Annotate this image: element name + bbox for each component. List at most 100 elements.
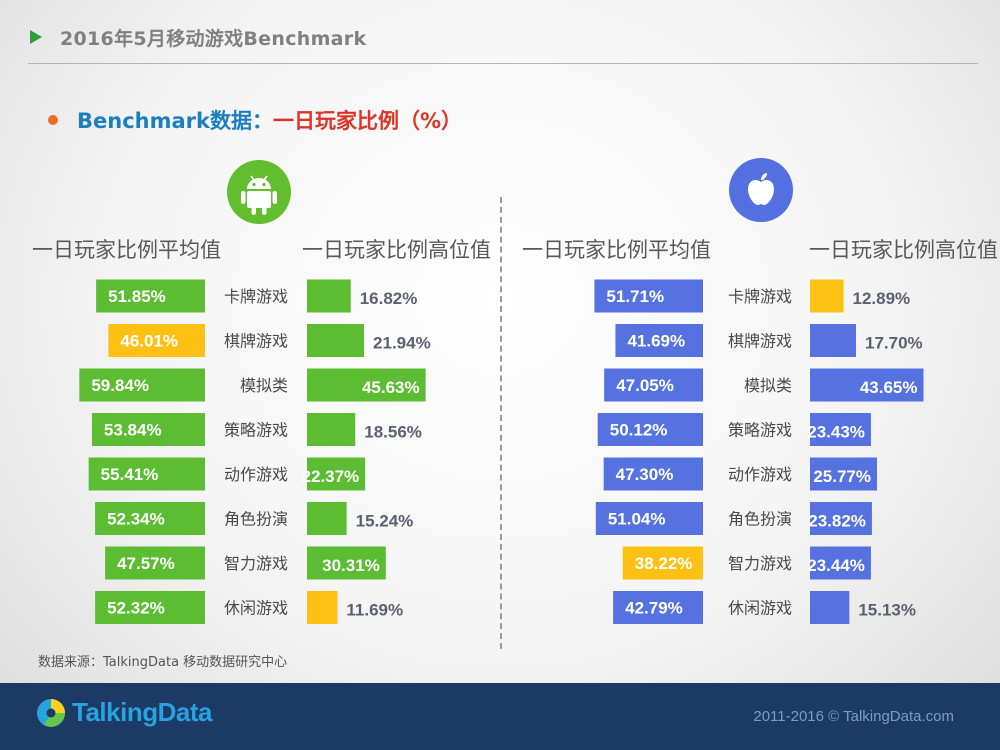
android-category-label: 策略游戏 [224,421,288,440]
ios-avg-value-label: 50.12% [610,421,668,440]
ios-high-bar [810,591,850,624]
android-avg-value-label: 52.34% [107,510,165,529]
android-high-value-label: 16.82% [360,289,418,308]
ios-avg-value-label: 38.22% [635,554,693,573]
ios-high-bar [810,502,872,535]
ios-avg-value-label: 42.79% [625,599,683,618]
ios-high-bar [810,324,857,357]
android-high-bar [307,368,426,402]
apple-icon [729,158,793,222]
android-high-bar [307,591,338,624]
android-category-label: 休闲游戏 [224,599,288,618]
android-high-value-label: 18.56% [364,423,422,442]
android-category-label: 角色扮演 [224,510,288,529]
ios-category-label: 模拟类 [744,376,792,395]
ios-category-label: 动作游戏 [728,465,792,484]
subtitle-text: Benchmark数据：一日玩家比例（%） [77,105,462,135]
ios-high-value-label: 25.77% [813,467,871,486]
ios-high-value-label: 23.44% [807,556,865,575]
ios-avg-bar [597,413,703,446]
android-category-label: 智力游戏 [224,554,288,573]
android-avg-value-label: 46.01% [120,332,178,351]
ios-category-label: 智力游戏 [728,554,792,573]
ios-high-value-label: 17.70% [865,334,923,353]
subtitle-part1: Benchmark数据： [77,109,273,133]
ios-avg-value-label: 51.71% [606,287,664,306]
ios-high-bar [810,368,924,402]
android-avg-value-label: 59.84% [91,376,149,395]
android-high-bar [307,502,347,535]
android-high-bar [307,546,386,580]
android-avg-bar [88,457,205,491]
ios-avg-bar [613,591,703,624]
ios-avg-bar [594,279,703,313]
ios-category-label: 棋牌游戏 [728,332,792,351]
android-high-value-label: 21.94% [373,334,431,353]
android-avg-value-label: 51.85% [108,287,166,306]
android-avg-bar [105,546,205,580]
ios-high-value-label: 12.89% [853,289,911,308]
ios-category-label: 策略游戏 [728,421,792,440]
data-source: 数据来源：TalkingData 移动数据研究中心 [38,655,288,670]
ios-avg-value-label: 41.69% [627,332,685,351]
subtitle: Benchmark数据：一日玩家比例（%） [48,103,462,137]
android-high-value-label: 22.37% [301,467,359,486]
copyright: 2011-2016 © TalkingData.com [753,708,954,725]
ios-avg-bar [603,457,703,491]
ios-avg-value-label: 47.30% [616,465,674,484]
android-avg-value-label: 52.32% [107,599,165,618]
android-category-label: 卡牌游戏 [224,287,288,306]
android-high-bar [307,324,365,357]
android-avg-value-label: 53.84% [104,421,162,440]
header-divider [28,63,978,64]
ios-avg-bar [604,368,703,402]
ios-avg-bar [595,502,703,535]
android-robot-icon [227,160,291,224]
android-high-value-label: 30.31% [322,556,380,575]
android-category-label: 动作游戏 [224,465,288,484]
subtitle-part2: 一日玩家比例（%） [272,109,463,133]
android-high-heading: 一日玩家比例高位值 [302,238,491,262]
android-avg-bar [91,413,205,446]
brand: TalkingData [36,697,212,728]
android-avg-bar [79,368,205,402]
ios-high-value-label: 43.65% [860,378,918,397]
ios-avg-value-label: 47.05% [616,376,674,395]
android-category-label: 模拟类 [240,376,288,395]
header: 2016年5月移动游戏Benchmark [30,22,366,52]
ios-high-value-label: 23.82% [808,512,866,531]
android-high-bar [307,457,366,491]
triangle-icon [30,30,42,44]
platform-divider [500,197,502,649]
ios-avg-bar [615,324,703,357]
bullet-dot-icon [48,115,58,125]
ios-category-label: 卡牌游戏 [728,287,792,306]
brand-name: TalkingData [72,697,212,727]
ios-high-bar [810,279,844,313]
ios-high-heading: 一日玩家比例高位值 [809,238,998,262]
ios-high-bar [810,413,871,446]
android-high-bar [307,279,351,313]
android-avg-bar [108,324,205,357]
android-high-value-label: 11.69% [346,601,403,620]
android-avg-heading: 一日玩家比例平均值 [32,238,221,262]
android-high-value-label: 45.63% [362,378,420,397]
android-high-value-label: 15.24% [356,512,414,531]
ios-category-label: 角色扮演 [728,510,792,529]
android-avg-value-label: 55.41% [101,465,159,484]
page-title: 2016年5月移动游戏Benchmark [60,27,367,50]
ios-high-value-label: 23.43% [807,423,865,442]
ios-avg-value-label: 51.04% [608,510,666,529]
android-avg-bar [96,279,205,313]
ios-avg-bar [622,546,703,580]
android-high-bar [307,413,356,446]
android-avg-value-label: 47.57% [117,554,175,573]
android-avg-bar [95,502,205,535]
android-category-label: 棋牌游戏 [224,332,288,351]
ios-high-value-label: 15.13% [858,601,916,620]
ios-avg-heading: 一日玩家比例平均值 [522,238,711,262]
footer: TalkingData 2011-2016 © TalkingData.com [0,683,1000,750]
android-avg-bar [95,591,205,624]
ios-category-label: 休闲游戏 [728,599,792,618]
